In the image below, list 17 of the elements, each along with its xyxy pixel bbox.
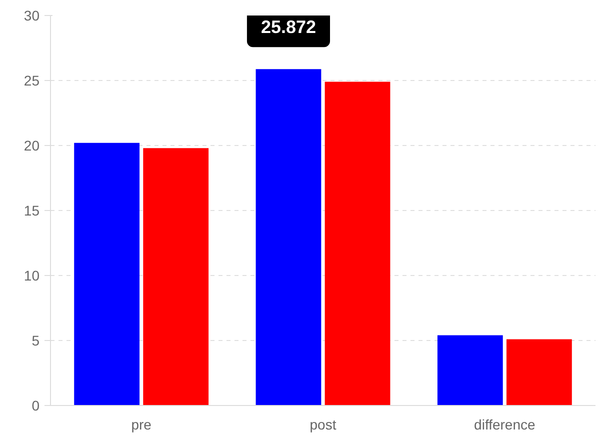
annotation: 25.872 bbox=[260, 17, 316, 38]
bar bbox=[143, 148, 209, 406]
bar bbox=[74, 142, 140, 406]
x-tick-label: pre bbox=[131, 416, 152, 432]
x-tick-label: difference bbox=[474, 416, 536, 432]
y-tick-label: 20 bbox=[24, 138, 40, 154]
y-tick-label: 10 bbox=[24, 268, 40, 284]
y-tick-label: 0 bbox=[32, 398, 40, 414]
y-tick-label: 15 bbox=[24, 202, 40, 218]
bar bbox=[256, 69, 322, 406]
x-tick-label: post bbox=[310, 416, 336, 432]
y-tick-label: 5 bbox=[32, 332, 40, 348]
bar bbox=[506, 339, 572, 406]
y-tick-label: 30 bbox=[24, 8, 40, 24]
bar bbox=[324, 82, 390, 406]
y-tick-label: 25 bbox=[24, 72, 40, 88]
bar bbox=[437, 335, 503, 406]
